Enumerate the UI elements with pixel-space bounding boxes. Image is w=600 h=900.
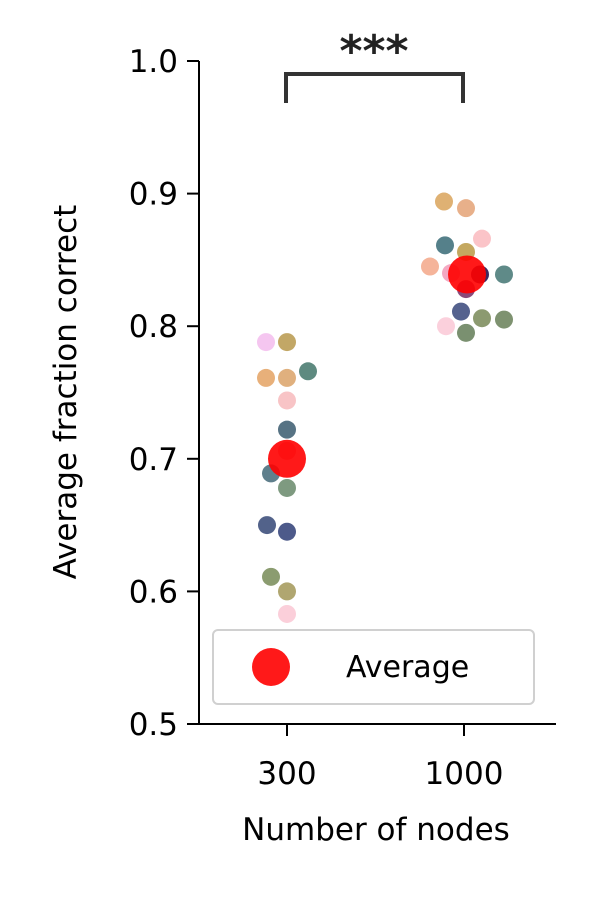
y-tick-label: 1.0	[129, 44, 178, 80]
y-tick-label: 0.8	[129, 309, 178, 345]
y-tick-label: 0.6	[129, 574, 178, 610]
data-point	[436, 236, 454, 255]
data-point	[278, 391, 296, 410]
data-point	[278, 478, 296, 497]
data-point	[457, 323, 475, 342]
legend-label: Average	[346, 650, 469, 685]
average-markers	[268, 255, 486, 478]
data-point	[278, 368, 296, 387]
data-point	[495, 265, 513, 284]
data-point	[299, 362, 317, 381]
data-point	[473, 309, 491, 328]
data-point	[435, 192, 453, 211]
data-point	[278, 420, 296, 439]
y-tick-label: 0.7	[129, 442, 178, 478]
legend-marker	[252, 648, 290, 686]
y-tick-label: 0.9	[129, 177, 178, 213]
x-tick-label: 300	[257, 756, 316, 792]
data-point	[473, 229, 491, 248]
data-point	[421, 257, 439, 276]
data-point	[452, 302, 470, 321]
data-point	[278, 582, 296, 601]
significance-label: ***	[339, 26, 408, 77]
data-point	[257, 368, 275, 387]
average-marker	[448, 255, 486, 294]
y-axis-title: Average fraction correct	[48, 205, 84, 580]
average-marker	[268, 439, 306, 478]
y-tick-label: 0.5	[129, 707, 178, 743]
data-point	[278, 604, 296, 623]
data-point	[437, 317, 455, 336]
x-axis-title: Number of nodes	[242, 812, 510, 848]
data-point	[457, 199, 475, 218]
data-point	[278, 333, 296, 352]
data-point	[257, 333, 275, 352]
x-tick-label: 1000	[425, 756, 504, 792]
legend: Average	[212, 629, 535, 705]
legend-box	[212, 629, 535, 705]
x-axis-ticks: 300 1000	[257, 724, 503, 792]
data-point	[495, 310, 513, 329]
data-point	[262, 567, 280, 586]
significance-bracket	[284, 72, 465, 103]
y-axis-ticks: 0.5 0.6 0.7 0.8 0.9 1.0	[129, 44, 199, 743]
data-point	[278, 522, 296, 541]
data-point	[258, 516, 276, 535]
